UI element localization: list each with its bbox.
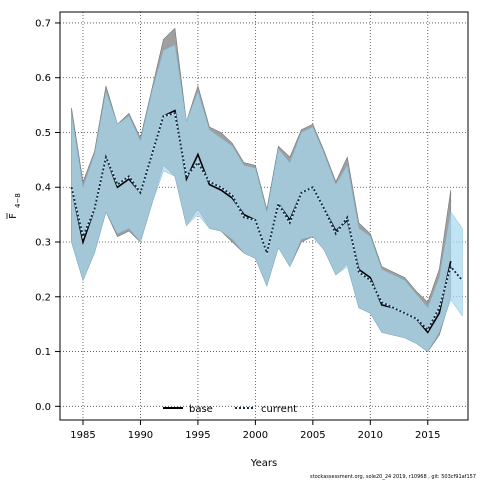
footer-note: stockassessment.org, sole20_24 2019, r10… xyxy=(310,474,476,480)
y-tick-label: 0.4 xyxy=(35,183,51,194)
x-tick-label: 2010 xyxy=(358,430,383,441)
x-tick-label: 2005 xyxy=(300,430,325,441)
y-tick-label: 0.2 xyxy=(35,292,51,303)
legend-current-label: current xyxy=(261,404,297,415)
current-line xyxy=(70,112,463,332)
x-tick-label: 1985 xyxy=(70,430,95,441)
y-tick-label: 0.3 xyxy=(35,238,51,249)
y-tick-label: 0.7 xyxy=(35,18,51,29)
x-tick-label: 1995 xyxy=(185,430,210,441)
x-tick-label: 2000 xyxy=(243,430,268,441)
x-tick-label: 1990 xyxy=(128,430,153,441)
y-tick-label: 0.6 xyxy=(35,73,51,84)
legend: base current xyxy=(163,404,297,415)
legend-base-label: base xyxy=(189,404,213,415)
current-confidence-band xyxy=(71,44,463,352)
confidence-bands xyxy=(71,27,463,352)
y-axis-label-main: F xyxy=(8,213,19,219)
axis-ticks: 1985 1990 1995 2000 2005 2010 2015 0.0 0.1 0.2 0.3… xyxy=(35,18,440,441)
y-axis-label-subscript: 4−8 xyxy=(14,193,22,208)
plot-frame xyxy=(59,11,469,421)
y-tick-label: 0.1 xyxy=(35,347,51,358)
y-tick-label: 0.0 xyxy=(35,402,51,413)
y-axis-label: F 4−8 xyxy=(6,193,22,219)
x-tick-label: 2015 xyxy=(415,430,440,441)
y-tick-label: 0.5 xyxy=(35,128,51,139)
x-axis-label: Years xyxy=(250,458,277,469)
series-lines xyxy=(70,109,463,334)
